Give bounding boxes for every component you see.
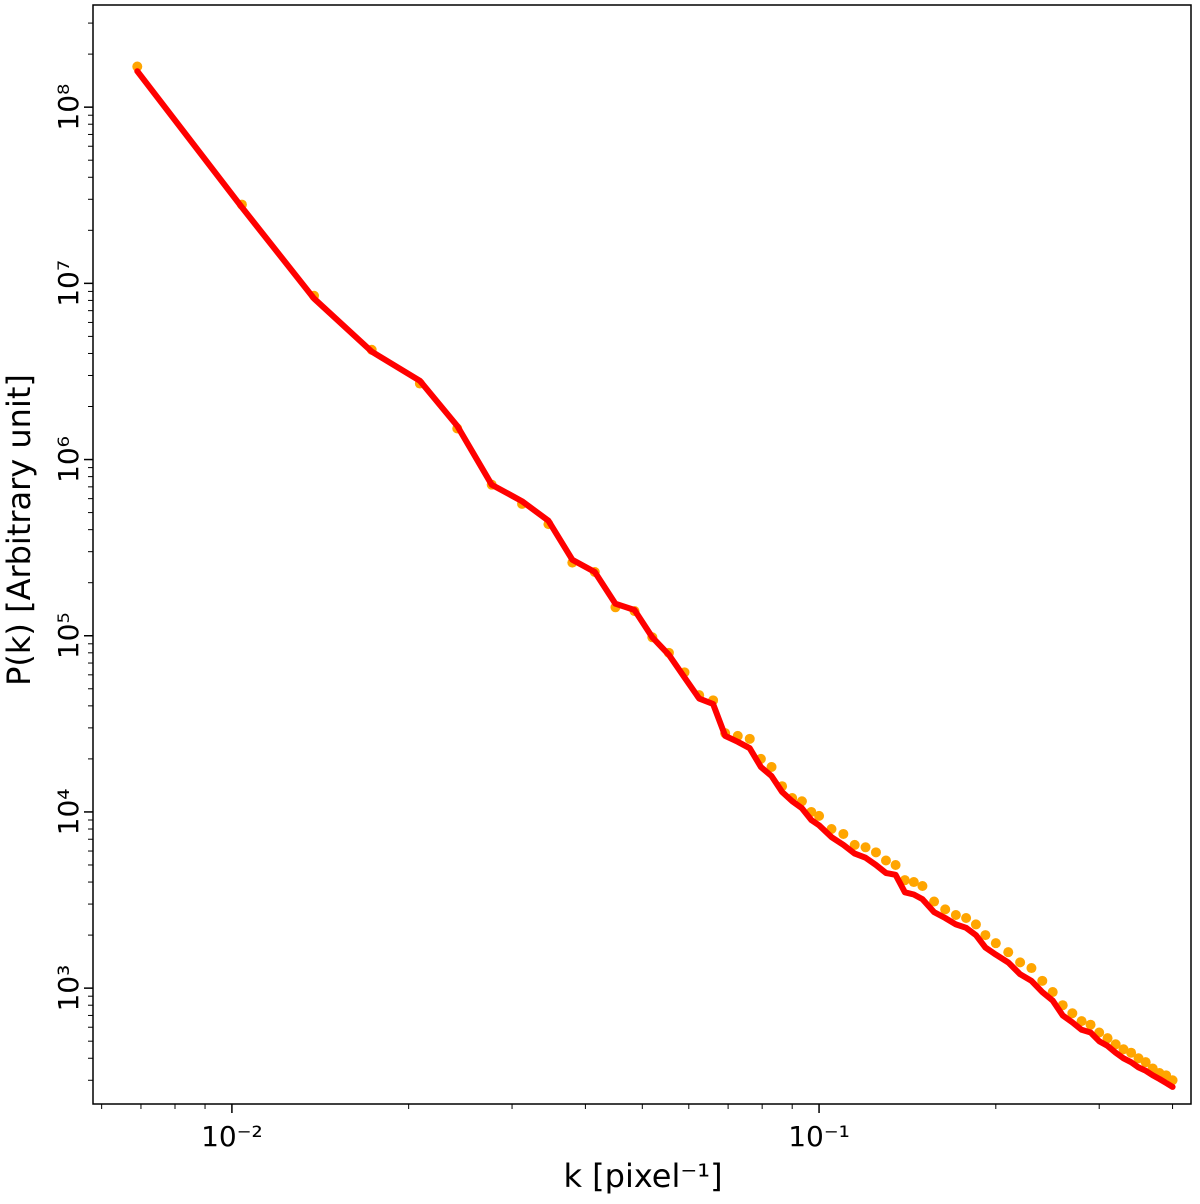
x-tick-label: 10⁻¹ xyxy=(788,1120,850,1153)
y-tick-label: 10³ xyxy=(52,965,85,1012)
plot-frame xyxy=(92,4,1192,1105)
data-point xyxy=(1140,1057,1151,1068)
data-point xyxy=(766,761,777,772)
data-point xyxy=(838,828,849,839)
data-point xyxy=(929,896,940,907)
minor-ticks xyxy=(88,22,1174,1109)
x-axis-label: k [pixel⁻¹] xyxy=(563,1157,722,1195)
data-point xyxy=(950,910,961,921)
fit-line-path xyxy=(134,68,1176,1090)
y-tick-label: 10⁵ xyxy=(52,612,85,659)
data-point xyxy=(1076,1016,1087,1027)
y-tick-label: 10⁶ xyxy=(52,436,85,483)
data-point xyxy=(1118,1044,1129,1055)
data-point xyxy=(1037,975,1048,986)
data-point xyxy=(1047,987,1058,998)
data-point xyxy=(132,61,143,72)
data-point xyxy=(814,810,825,821)
data-point xyxy=(1085,1019,1096,1030)
data-point xyxy=(860,842,871,853)
y-axis-label: P(k) [Arbitrary unit] xyxy=(0,374,38,686)
plot-background xyxy=(93,5,1191,1104)
data-point xyxy=(970,919,981,930)
major-ticks: 10⁻² 10⁻¹ 10³ 10⁴ 10⁵ 10⁶ 10⁷ 10⁸ xyxy=(52,84,850,1153)
y-tick-label: 10⁴ xyxy=(52,789,85,836)
data-point xyxy=(917,880,928,891)
data-point xyxy=(980,930,991,941)
data-point xyxy=(1015,957,1026,968)
red-fit-line xyxy=(134,68,1176,1090)
data-point xyxy=(908,877,919,888)
data-point xyxy=(1126,1047,1137,1058)
data-point xyxy=(1003,947,1014,958)
y-tick-label: 10⁷ xyxy=(52,260,85,307)
x-tick-label: 10⁻² xyxy=(201,1120,263,1153)
data-point xyxy=(990,938,1001,949)
data-point xyxy=(890,859,901,870)
data-point xyxy=(940,904,951,915)
data-point xyxy=(1067,1008,1078,1019)
data-point xyxy=(880,855,891,866)
data-point xyxy=(961,913,972,924)
y-tick-label: 10⁸ xyxy=(52,84,85,131)
data-point xyxy=(849,839,860,850)
data-point xyxy=(744,733,755,744)
data-point xyxy=(1026,963,1037,974)
data-point xyxy=(1102,1033,1113,1044)
data-point xyxy=(870,847,881,858)
